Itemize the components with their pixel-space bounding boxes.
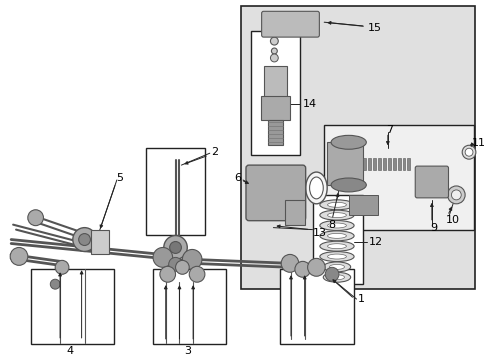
Ellipse shape <box>330 178 366 192</box>
Circle shape <box>73 228 96 251</box>
Circle shape <box>270 37 278 45</box>
Text: 3: 3 <box>183 346 190 356</box>
Text: 9: 9 <box>429 222 436 233</box>
Circle shape <box>189 266 204 282</box>
Circle shape <box>270 190 289 210</box>
Bar <box>367 158 370 170</box>
Circle shape <box>307 258 325 276</box>
Text: 13: 13 <box>312 228 326 238</box>
Circle shape <box>163 235 187 260</box>
Circle shape <box>55 260 69 274</box>
Ellipse shape <box>319 231 353 241</box>
Ellipse shape <box>329 275 344 280</box>
FancyBboxPatch shape <box>414 166 447 198</box>
Bar <box>402 158 405 170</box>
Bar <box>392 158 395 170</box>
Bar <box>326 142 363 185</box>
Circle shape <box>276 15 284 23</box>
Ellipse shape <box>461 145 475 159</box>
Text: 4: 4 <box>66 346 73 356</box>
Circle shape <box>294 261 310 277</box>
Circle shape <box>257 180 273 196</box>
Circle shape <box>160 266 175 282</box>
Bar <box>377 158 380 170</box>
Ellipse shape <box>327 223 346 228</box>
Bar <box>241 6 474 289</box>
Text: 5: 5 <box>116 173 122 183</box>
Bar <box>285 200 304 225</box>
Text: 10: 10 <box>445 215 459 225</box>
Bar <box>397 158 400 170</box>
Circle shape <box>168 257 182 271</box>
Ellipse shape <box>319 252 353 261</box>
Text: 2: 2 <box>210 147 218 157</box>
Text: 15: 15 <box>367 23 382 33</box>
Text: 11: 11 <box>471 138 485 148</box>
Circle shape <box>435 172 447 184</box>
Circle shape <box>175 260 189 274</box>
Bar <box>280 269 353 344</box>
Bar <box>91 230 109 255</box>
Bar <box>153 269 226 344</box>
Text: 1: 1 <box>357 294 364 304</box>
Bar <box>31 269 114 344</box>
Ellipse shape <box>330 135 366 149</box>
Circle shape <box>28 210 43 226</box>
Circle shape <box>298 15 310 27</box>
Text: 14: 14 <box>302 99 316 109</box>
Ellipse shape <box>319 200 353 210</box>
Ellipse shape <box>323 262 350 272</box>
Ellipse shape <box>327 213 346 218</box>
Ellipse shape <box>319 210 353 220</box>
Circle shape <box>285 20 293 28</box>
Bar <box>146 148 204 235</box>
Ellipse shape <box>327 202 346 207</box>
Circle shape <box>265 19 275 29</box>
FancyBboxPatch shape <box>261 11 319 37</box>
Bar <box>250 31 299 155</box>
Ellipse shape <box>329 264 344 269</box>
Ellipse shape <box>464 148 472 156</box>
Bar <box>372 158 375 170</box>
Bar <box>312 195 363 284</box>
Ellipse shape <box>450 190 460 200</box>
Circle shape <box>270 54 278 62</box>
Bar <box>407 158 409 170</box>
Bar <box>348 195 377 215</box>
Bar <box>263 66 286 111</box>
Circle shape <box>325 267 338 281</box>
Circle shape <box>271 48 277 54</box>
Circle shape <box>169 242 181 253</box>
Bar <box>260 96 289 121</box>
Text: 6: 6 <box>234 173 241 183</box>
Bar <box>267 121 283 145</box>
Circle shape <box>182 249 202 269</box>
Ellipse shape <box>327 244 346 249</box>
Circle shape <box>281 255 298 272</box>
Bar <box>382 158 385 170</box>
Text: 7: 7 <box>385 125 392 135</box>
Ellipse shape <box>319 241 353 251</box>
Ellipse shape <box>319 221 353 230</box>
Ellipse shape <box>447 186 464 204</box>
Circle shape <box>79 234 90 246</box>
Ellipse shape <box>305 172 326 204</box>
Ellipse shape <box>323 272 350 282</box>
Text: 12: 12 <box>368 237 383 247</box>
Bar <box>387 158 390 170</box>
Text: 8: 8 <box>327 220 335 230</box>
Circle shape <box>418 174 434 190</box>
FancyBboxPatch shape <box>245 165 305 221</box>
Ellipse shape <box>309 177 323 199</box>
Circle shape <box>250 173 280 203</box>
Ellipse shape <box>327 254 346 259</box>
Ellipse shape <box>327 233 346 238</box>
Circle shape <box>153 247 172 267</box>
Bar <box>363 158 366 170</box>
Circle shape <box>50 279 60 289</box>
Bar <box>324 125 473 230</box>
Circle shape <box>10 247 28 265</box>
